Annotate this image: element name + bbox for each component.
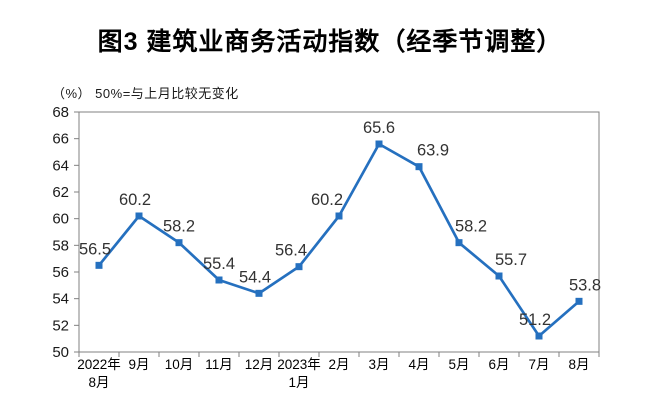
- x-axis-label: 12月: [245, 357, 274, 372]
- data-point-marker: [335, 212, 343, 220]
- y-axis-tick-label: 58: [52, 237, 69, 254]
- y-axis-tick-label: 54: [52, 291, 69, 308]
- y-axis-tick-label: 52: [52, 317, 69, 334]
- data-point-marker: [535, 332, 543, 340]
- data-point-label: 53.8: [569, 276, 601, 294]
- x-axis-label: 5月: [448, 357, 469, 372]
- data-point-label: 65.6: [363, 119, 395, 137]
- axis-unit-note: （%） 50%=与上月比较无变化: [52, 86, 239, 101]
- data-point-label: 51.2: [519, 311, 551, 329]
- data-point-marker: [135, 212, 143, 220]
- chart-title: 图3 建筑业商务活动指数（经季节调整）: [97, 28, 563, 56]
- data-point-marker: [255, 289, 263, 297]
- data-point-marker: [95, 261, 103, 269]
- y-axis-tick-label: 50: [52, 344, 69, 361]
- x-axis-label: 2月: [328, 357, 349, 372]
- data-point-label: 56.5: [79, 240, 111, 258]
- x-axis-label: 4月: [408, 357, 429, 372]
- data-line: [97, 142, 581, 338]
- data-point-label: 58.2: [455, 218, 487, 236]
- data-point-label: 58.2: [163, 218, 195, 236]
- data-point-label: 63.9: [417, 142, 449, 160]
- data-point-marker: [495, 272, 503, 280]
- y-axis-tick-label: 66: [52, 131, 69, 148]
- y-axis-tick-label: 64: [52, 157, 69, 174]
- data-point-marker: [415, 163, 423, 171]
- data-point-marker: [175, 239, 183, 247]
- x-axis-label: 6月: [488, 357, 509, 372]
- x-axis-label: 1月: [288, 375, 309, 390]
- data-point-marker: [575, 297, 583, 305]
- data-point-label: 60.2: [119, 191, 151, 209]
- y-axis-tick-label: 56: [52, 264, 69, 281]
- data-point-marker: [295, 263, 303, 271]
- data-point-label: 55.7: [495, 251, 527, 269]
- y-axis-tick-label: 68: [52, 104, 69, 121]
- data-point-marker: [375, 140, 383, 148]
- data-point-marker: [215, 276, 223, 284]
- data-point-label: 60.2: [311, 191, 343, 209]
- x-axis-label: 8月: [568, 357, 589, 372]
- x-axis-label: 7月: [528, 357, 549, 372]
- y-axis-tick-label: 62: [52, 184, 69, 201]
- data-point-label: 56.4: [275, 242, 307, 260]
- x-axis-label: 11月: [205, 357, 233, 372]
- x-axis-label: 2022年: [77, 357, 121, 372]
- x-axis-label: 8月: [88, 375, 109, 390]
- data-point-marker: [455, 239, 463, 247]
- x-axis-label: 3月: [368, 357, 389, 372]
- data-point-label: 55.4: [203, 255, 235, 273]
- x-axis-label: 10月: [165, 357, 194, 372]
- x-axis-label: 2023年: [277, 357, 321, 372]
- y-axis-tick-label: 60: [52, 211, 69, 228]
- data-point-label: 54.4: [239, 268, 271, 286]
- plot-area-border: [78, 111, 600, 353]
- x-axis-label: 9月: [128, 357, 149, 372]
